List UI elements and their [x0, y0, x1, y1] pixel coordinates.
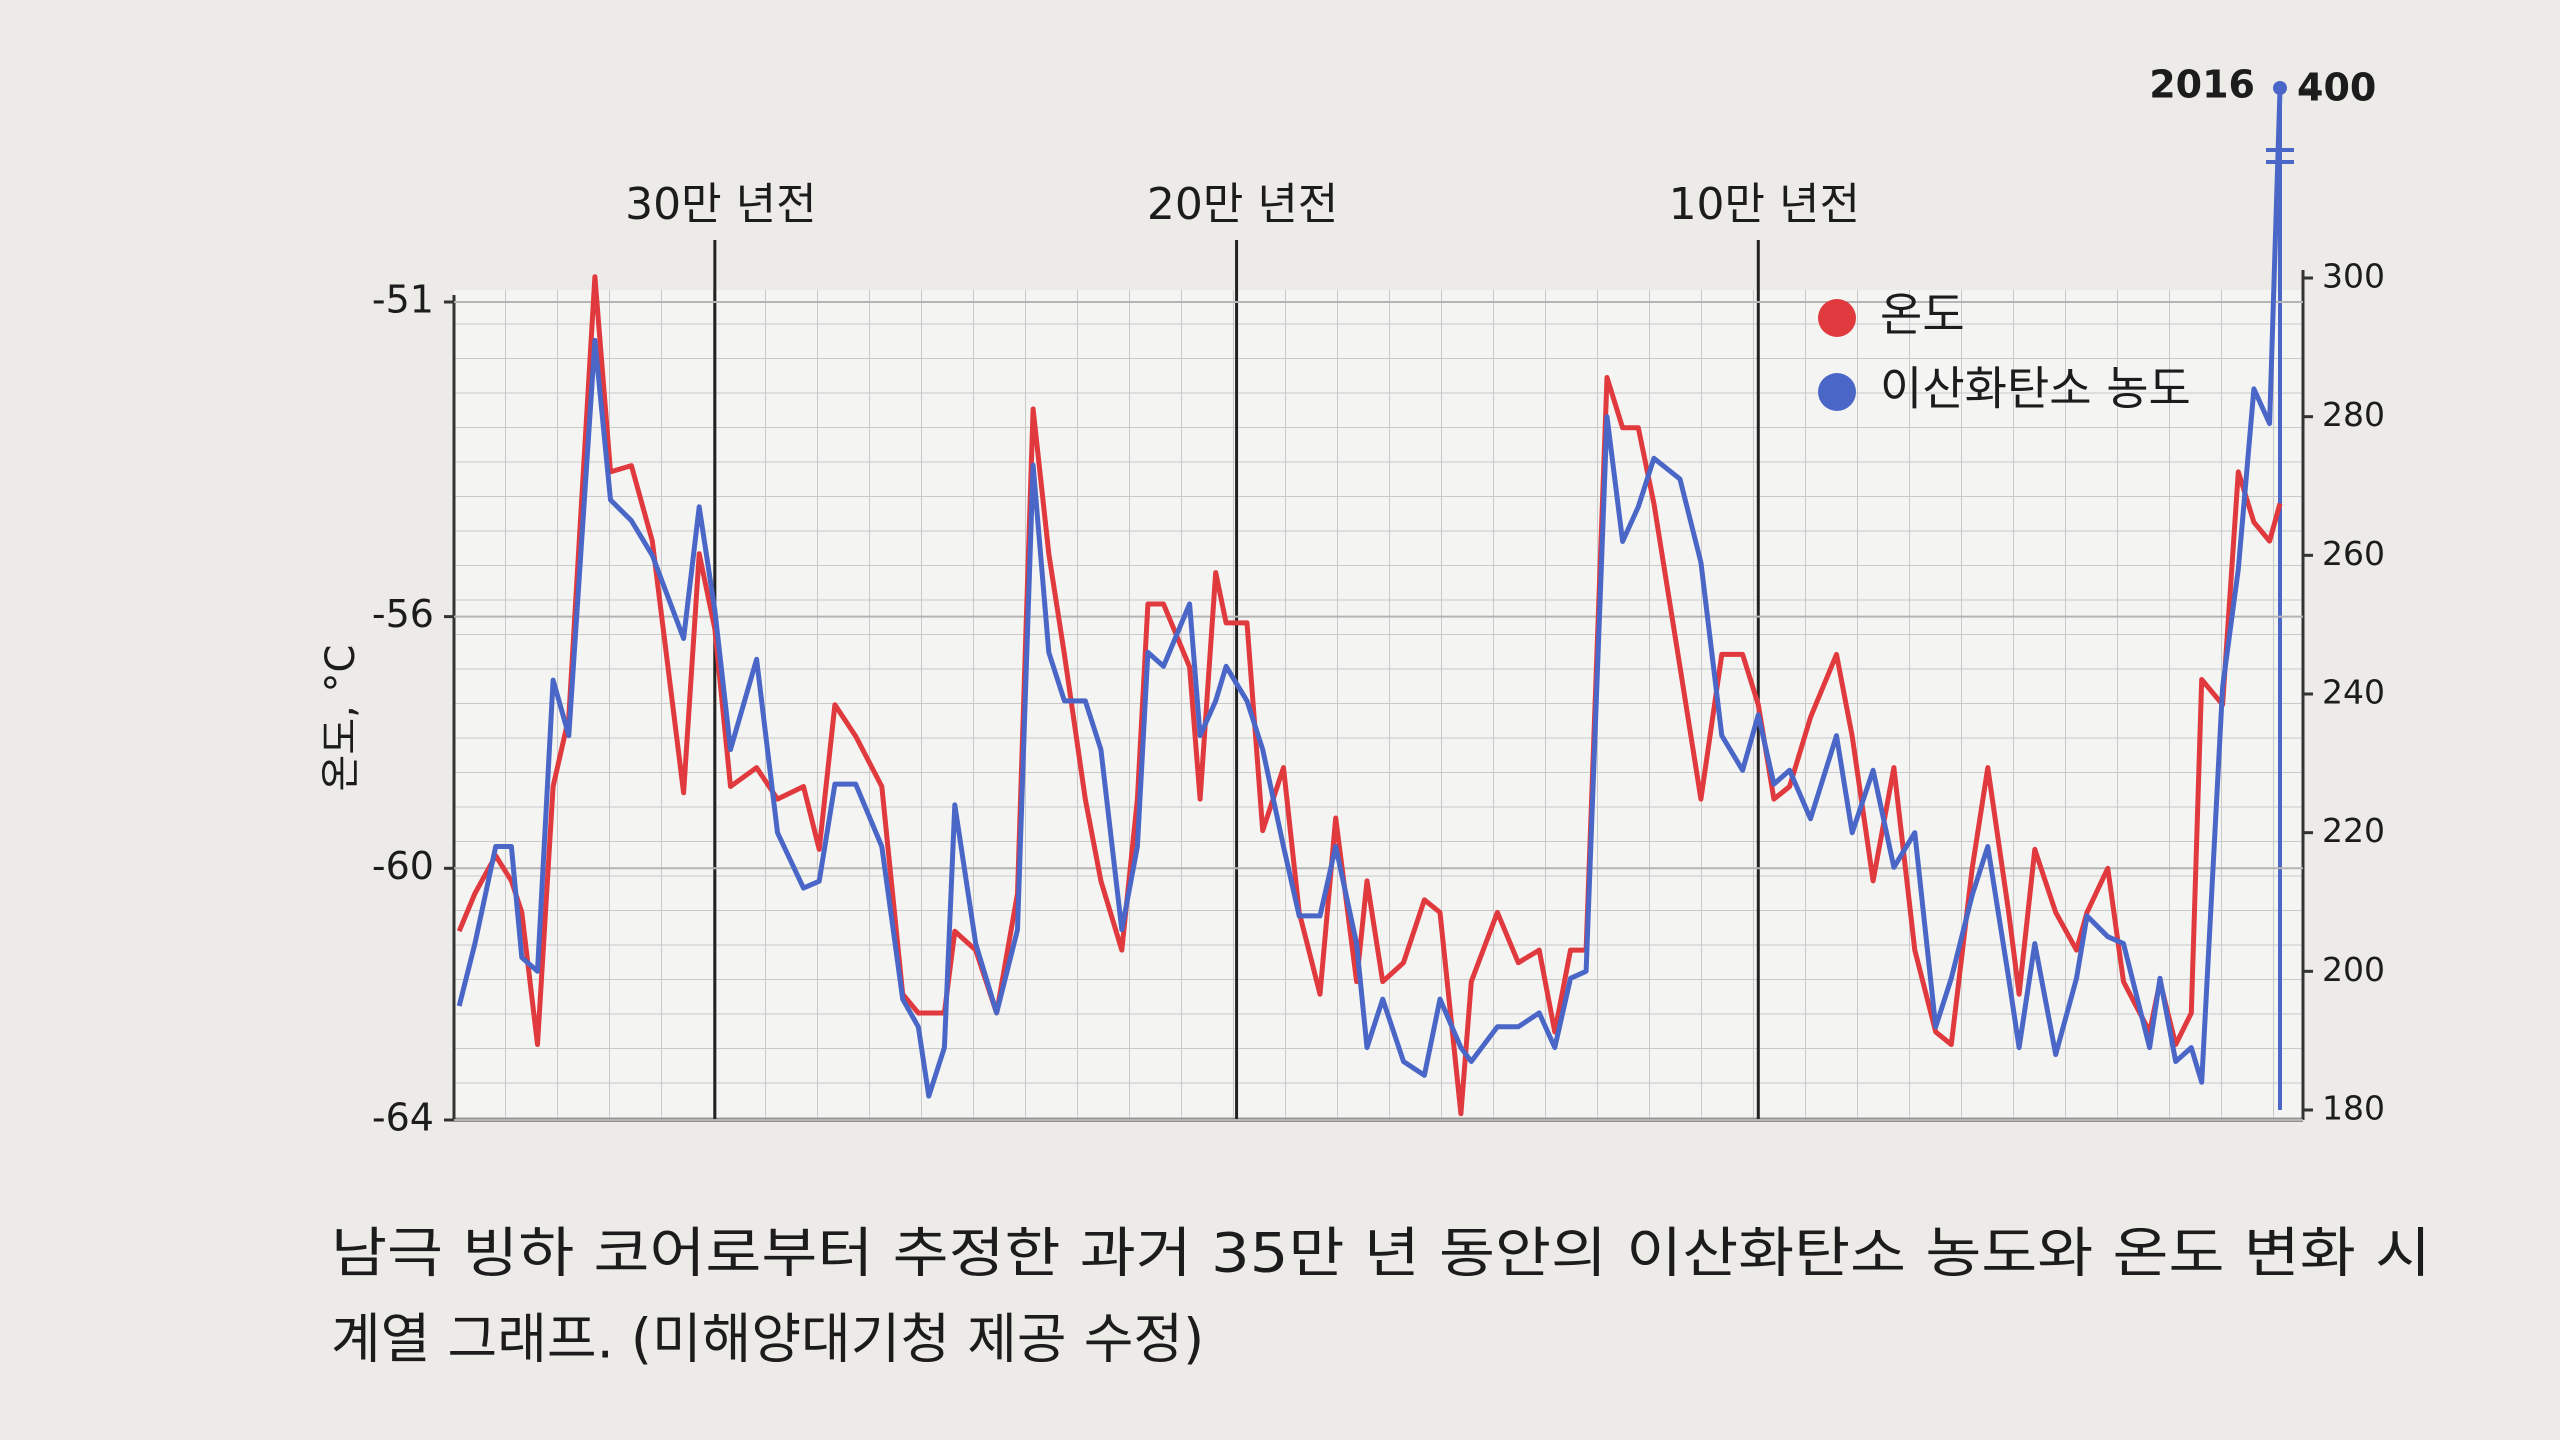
legend-label: 온도	[1880, 288, 1965, 342]
y-axis-label: 온도, °C	[318, 645, 364, 792]
legend-marker	[1818, 299, 1856, 337]
legend-marker	[1818, 373, 1856, 411]
y-tick-label: -56	[372, 592, 434, 636]
y2-tick-label: 180	[2322, 1089, 2385, 1128]
caption: 남극 빙하 코어로부터 추정한 과거 35만 년 동안의 이산화탄소 농도와 온…	[331, 1222, 2431, 1371]
annotation: 2016	[2149, 63, 2255, 107]
series-line	[456, 89, 2283, 1099]
y2-tick-label: 200	[2322, 950, 2385, 989]
caption-line: 계열 그래프. (미해양대기청 제공 수정)	[331, 1308, 1204, 1371]
y-tick-label: -60	[372, 844, 434, 888]
x-tick-label: 30만 년전	[625, 179, 816, 230]
y2-tick-label: 400	[2297, 66, 2376, 110]
legend-label: 이산화탄소 농도	[1880, 362, 2191, 416]
y-tick-label: -51	[372, 278, 434, 322]
y2-tick-label: 260	[2322, 534, 2385, 573]
y2-tick-label: 220	[2322, 811, 2385, 850]
y2-tick-label: 300	[2322, 257, 2385, 296]
x-tick-label: 10만 년전	[1669, 179, 1860, 230]
y2-tick-label: 280	[2322, 395, 2385, 434]
y2-tick-label: 240	[2322, 673, 2385, 712]
axis-top-dot	[2273, 81, 2287, 95]
caption-line: 남극 빙하 코어로부터 추정한 과거 35만 년 동안의 이산화탄소 농도와 온…	[331, 1222, 2431, 1285]
y-tick-label: -64	[372, 1096, 434, 1140]
series-line	[456, 274, 2283, 1117]
x-tick-label: 20만 년전	[1147, 179, 1338, 230]
